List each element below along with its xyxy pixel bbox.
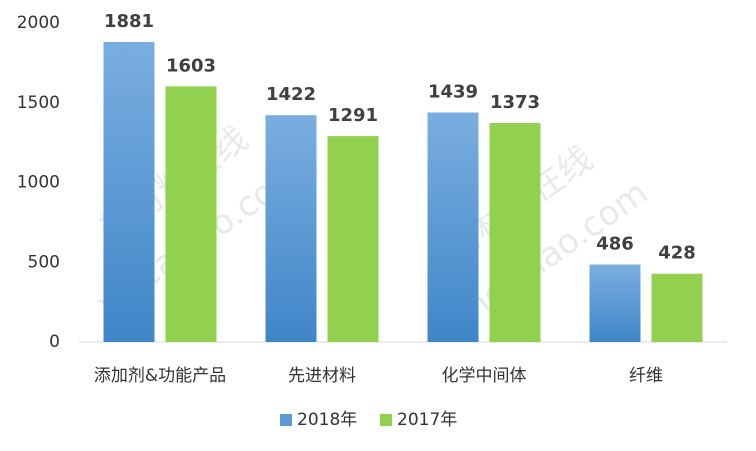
bar: [589, 264, 641, 342]
value-label: 1603: [166, 55, 216, 76]
bar: [489, 123, 541, 342]
bar: [265, 115, 317, 342]
value-label: 428: [658, 243, 696, 264]
value-label: 1291: [328, 105, 378, 126]
y-tick-label: 0: [49, 332, 60, 352]
value-label: 1422: [266, 84, 316, 105]
x-tick-label: 先进材料: [288, 366, 356, 386]
bar: [327, 136, 379, 342]
y-tick-label: 2000: [17, 13, 60, 33]
value-label: 1881: [104, 11, 154, 32]
x-tick-label: 纤维: [629, 366, 663, 386]
bar: [651, 273, 703, 342]
legend-swatch: [280, 414, 292, 426]
x-tick-label: 化学中间体: [442, 366, 527, 386]
y-tick-label: 1500: [17, 93, 60, 113]
bar: [427, 112, 479, 343]
x-tick-label: 添加剂&功能产品: [94, 366, 226, 386]
legend-label: 2017年: [397, 410, 457, 430]
bar: [103, 41, 155, 342]
value-label: 1373: [490, 92, 540, 113]
value-label: 486: [596, 233, 634, 254]
legend-swatch: [380, 414, 392, 426]
y-tick-label: 1000: [17, 173, 60, 193]
value-label: 1439: [428, 81, 478, 102]
legend-label: 2018年: [297, 410, 357, 430]
y-tick-label: 500: [28, 252, 60, 272]
bar: [165, 86, 217, 342]
